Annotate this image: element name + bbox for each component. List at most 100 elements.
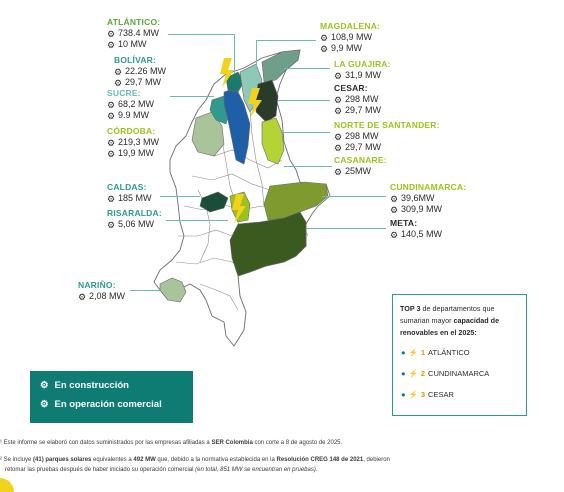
hand-gear-icon: ⚙ [334,106,343,116]
construction-value: 39,6MW [401,193,435,203]
operation-value: 9,9 MW [331,43,363,53]
legend-construction: ⚙ En construcción [40,380,129,391]
top3-item: ● ⚡ 3 CESAR [401,390,454,399]
region-caldas [199,191,229,213]
label-cordoba: CÓRDOBA: ⚙ 219,3 MW ⚙ 19,9 MW [107,126,159,159]
region-bolivar [223,87,251,165]
construction-value: 5,06 MW [118,219,155,229]
label-sucre: SUCRE: ⚙ 68,2 MW ⚙ 9.9 MW [107,88,154,121]
gear-icon: ⚙ [107,220,116,230]
lightning-icon: ⚡ [408,348,418,357]
gear-icon: ⚙ [334,132,343,142]
department-name: BOLÍVAR: [114,55,157,65]
department-name: MAGDALENA: [320,21,381,31]
label-casanare: CASANARE: ⚙ 25MW [334,155,387,177]
label-atlantico: ATLÁNTICO: ⚙ 738.4 MW ⚙ 10 MW [107,17,160,50]
construction-value: 298 MW [345,94,379,104]
gear-icon: ⚙ [114,67,123,77]
department-name: CÓRDOBA: [107,126,156,136]
gear-icon: ⚙ [334,71,343,81]
operation-value: 309,9 MW [401,204,443,214]
leader-line [284,166,332,167]
rank-name: CESAR [428,390,454,399]
department-name: CUNDINAMARCA: [390,182,467,192]
construction-value: 298 MW [345,131,379,141]
top3-item: ● ⚡ 1 ATLÁNTICO [401,348,470,357]
gear-icon: ⚙ [107,29,116,39]
region-meta [229,211,307,277]
gear-icon: ⚙ [40,399,49,410]
footnote-1: ¹ Este informe se elaboró con datos sumi… [0,438,342,448]
leader-line [278,100,330,101]
rank-name: CUNDINAMARCA [428,369,490,378]
department-name: LA GUAJIRA: [334,59,391,69]
gear-icon: ⚙ [78,292,87,302]
label-norte-de-santander: NORTE DE SANTANDER: ⚙ 298 MW ⚙ 29,7 MW [334,120,440,153]
rank-name: ATLÁNTICO [428,348,470,357]
construction-value: 185 MW [118,193,152,203]
region-narino [159,277,187,303]
gear-icon: ⚙ [107,100,116,110]
label-magdalena: MAGDALENA: ⚙ 108,9 MW ⚙ 9,9 MW [320,21,380,54]
lightning-icon: ⚡ [408,390,418,399]
gear-icon: ⚙ [390,230,399,240]
department-name: NARIÑO: [78,280,116,290]
legend-operation: ⚙ En operación comercial [40,399,162,410]
department-name: META: [390,218,418,228]
top3-title-mid: de departamentos que sumarian mayor [400,304,495,325]
top3-marker-cesar [248,88,262,118]
gear-icon: ⚙ [320,33,329,43]
gear-icon: ⚙ [107,138,116,148]
operation-value: 10 MW [118,39,147,49]
construction-value: 68,2 MW [118,99,155,109]
hand-gear-icon: ⚙ [390,205,399,215]
note2-part: ² Se incluye [0,457,34,463]
footnote-3: retomar las pruebas después de haber ini… [5,465,318,475]
operation-value: 29,7 MW [345,105,382,115]
label-risaralda: RISARALDA: ⚙ 5,06 MW [107,208,162,230]
leader-line [166,220,228,221]
label-cundinamarca: CUNDINAMARCA: ⚙ 39,6MW ⚙ 309,9 MW [390,182,466,215]
rank-number: 2 [420,369,426,378]
leader-line [256,40,257,68]
construction-value: 738.4 MW [118,28,160,38]
lightning-icon: ⚡ [408,369,418,378]
label-meta: META: ⚙ 140,5 MW [390,218,442,240]
note2-part: que, debido a la normativa establecida e… [155,457,277,463]
construction-value: 140,5 MW [401,229,443,239]
region-norte-de-santander [261,117,285,165]
construction-value: 31,9 MW [345,70,382,80]
construction-value: 2,08 MW [89,291,126,301]
department-name: CESAR: [334,83,368,93]
top3-marker-cundinamarca [232,194,246,224]
hand-gear-icon: ⚙ [114,78,123,88]
construction-value: 219,3 MW [118,137,160,147]
bullet-icon: ● [401,348,406,357]
gear-icon: ⚙ [107,194,116,204]
construction-value: 25MW [345,166,372,176]
hand-gear-icon: ⚙ [40,380,49,391]
leader-line [168,34,234,35]
hand-gear-icon: ⚙ [320,44,329,54]
top3-title-pre: TOP 3 [400,304,421,313]
leader-line [284,132,330,133]
note2-bold: (41) parques solares [33,457,92,463]
top3-title-bold: capacidad de renovables en el 2025: [400,316,500,337]
top3-marker-atlantico [220,58,234,88]
note3-part: retomar las pruebas después de haber ini… [5,467,196,473]
bullet-icon: ● [401,390,406,399]
top3-title: TOP 3 de departamentos que sumarian mayo… [400,303,522,339]
corner-decoration [0,478,14,492]
leader-line [322,196,386,197]
operation-value: 19,9 MW [118,148,155,158]
gear-icon: ⚙ [334,95,343,105]
note2-bold: 492 MW [133,457,156,463]
operation-value: 29,7 MW [345,142,382,152]
label-caldas: CALDAS: ⚙ 185 MW [107,182,152,204]
department-name: CASANARE: [334,155,387,165]
hand-gear-icon: ⚙ [334,143,343,153]
hand-gear-icon: ⚙ [107,40,116,50]
operation-value: 9.9 MW [118,110,150,120]
leader-line [284,68,330,69]
